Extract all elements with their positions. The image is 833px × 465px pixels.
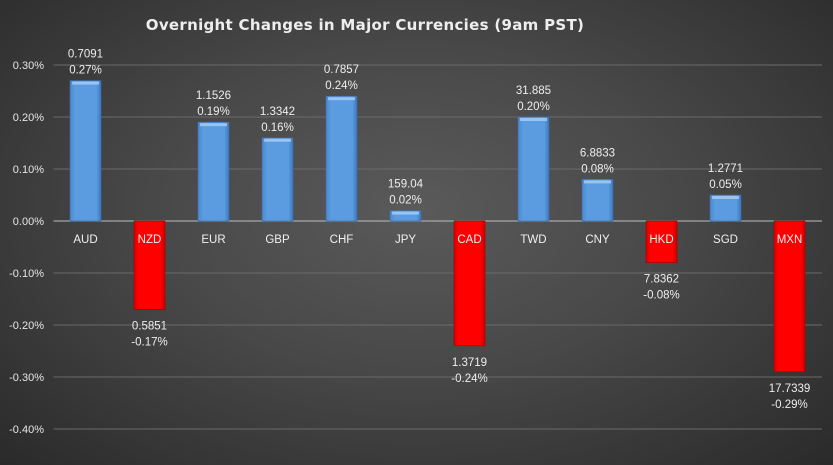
value-label: 0.20% [517,101,550,113]
data-labels: AUD 0.7091 0.27% NZD 0.5851 -0.17% EUR 1.1526 0.… [68,49,810,411]
bar-hkd [645,220,678,263]
bar-nzd [133,220,166,310]
y-tick-label: 0.30% [13,60,44,72]
bar-jpy [389,210,422,222]
rate-label: 159.04 [388,179,424,191]
rate-label: 1.1526 [196,90,231,102]
value-label: -0.17% [131,336,167,348]
rate-label: 17.7339 [769,383,811,395]
category-label: CAD [457,234,481,246]
rate-label: 6.8833 [580,147,615,159]
bar-cad [453,220,486,347]
gridlines [53,64,822,430]
value-label: -0.24% [451,373,487,385]
y-tick-label: 0.00% [13,216,44,228]
category-label: JPY [395,234,416,246]
rate-label: 0.5851 [132,320,167,332]
bar-highlight [712,196,739,199]
value-label: -0.08% [643,290,679,302]
rate-label: 1.3342 [260,106,295,118]
bar-gbp [261,137,294,222]
rate-label: 31.885 [516,85,551,97]
bar-highlight [328,97,355,101]
bar-highlight [520,118,547,121]
category-label: TWD [520,234,546,246]
y-tick-label: -0.10% [9,268,44,280]
value-label: -0.29% [771,399,807,411]
bar-aud [69,80,102,222]
category-label: SGD [713,234,738,246]
category-label: EUR [201,234,225,246]
category-label: CHF [330,234,354,246]
bar-highlight [72,81,99,85]
bar-twd [517,116,550,222]
bar-highlight [200,123,227,127]
value-label: 0.05% [709,179,742,191]
bar-chf [325,95,358,222]
rate-label: 0.7091 [68,49,103,61]
bar-highlight [392,211,419,215]
y-axis: 0.30% 0.20% 0.10% 0.00% -0.10% -0.20% -0.30% -0… [9,60,44,436]
value-label: 0.16% [261,122,294,134]
y-tick-label: -0.30% [9,372,44,384]
category-label: AUD [73,234,97,246]
category-label: MXN [777,234,803,246]
chart-title: Overnight Changes in Major Currencies (9… [146,16,584,34]
category-label: CNY [585,234,610,246]
rate-label: 0.7857 [324,64,359,76]
y-tick-label: 0.20% [13,112,44,124]
y-tick-label: -0.40% [9,424,44,436]
bar-cny [581,179,614,222]
value-label: 0.27% [69,65,102,77]
bars [69,80,806,373]
rate-label: 1.3719 [452,357,487,369]
value-label: 0.19% [197,106,230,118]
y-tick-label: 0.10% [13,164,44,176]
value-label: 0.08% [581,163,614,175]
rate-label: 1.2771 [708,163,743,175]
value-label: 0.24% [325,80,358,92]
rate-label: 7.8362 [644,274,679,286]
y-tick-label: -0.20% [9,320,44,332]
bar-highlight [264,138,291,142]
bar-highlight [584,180,611,184]
value-label: 0.02% [389,195,422,207]
bar-eur [197,121,230,222]
bar-sgd [709,194,742,222]
category-label: NZD [138,234,162,246]
bar-mxn [773,220,806,373]
category-label: GBP [265,234,290,246]
category-label: HKD [649,234,673,246]
